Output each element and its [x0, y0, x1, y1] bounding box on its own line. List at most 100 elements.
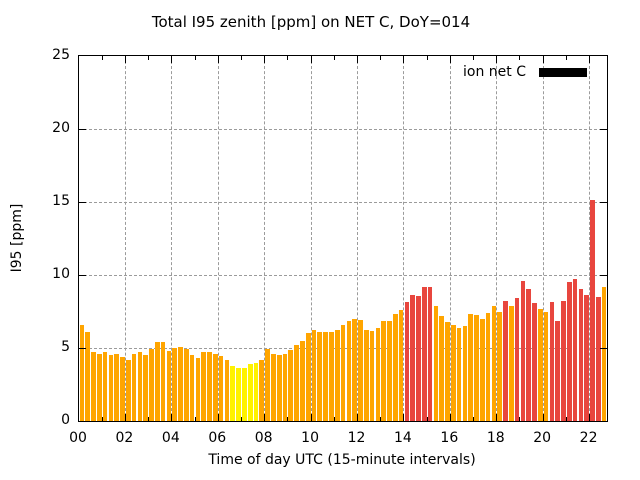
bar — [398, 310, 404, 421]
x-axis-label: Time of day UTC (15-minute intervals) — [208, 452, 476, 468]
bar — [497, 311, 502, 421]
x-tick-label: 22 — [579, 430, 598, 446]
bar — [433, 306, 439, 421]
x-tick — [287, 417, 289, 421]
x-tick — [473, 56, 475, 60]
bar — [520, 280, 526, 421]
bar — [207, 352, 212, 421]
bar — [416, 296, 421, 421]
x-tick-label: 06 — [208, 430, 227, 446]
x-tick — [426, 417, 428, 421]
x-tick — [148, 56, 150, 60]
bar — [508, 306, 514, 421]
bar — [387, 321, 392, 421]
bar — [334, 329, 340, 421]
bar — [462, 326, 468, 421]
bar — [352, 318, 357, 421]
bar — [242, 367, 247, 421]
x-gridline — [449, 56, 451, 421]
y-tick — [600, 128, 607, 130]
bar — [108, 355, 114, 421]
legend-swatch — [539, 67, 587, 77]
bar — [601, 287, 607, 421]
x-tick-label: 18 — [486, 430, 505, 446]
x-tick — [240, 56, 242, 60]
bar — [201, 352, 207, 421]
x-tick — [542, 56, 544, 63]
x-tick — [589, 56, 591, 63]
y-gridline — [79, 274, 607, 276]
x-tick-label: 14 — [394, 430, 412, 446]
x-tick — [194, 417, 196, 421]
bar — [172, 348, 178, 421]
x-tick — [124, 56, 126, 63]
y-tick-label: 25 — [52, 47, 70, 63]
y-tick-label: 10 — [52, 266, 70, 282]
y-gridline — [79, 201, 607, 203]
x-tick — [171, 414, 173, 421]
x-tick — [101, 417, 103, 421]
bar — [247, 364, 253, 421]
bar — [456, 327, 462, 421]
x-tick — [171, 56, 173, 63]
x-tick — [310, 56, 312, 63]
bar — [491, 305, 497, 421]
bar — [317, 331, 323, 421]
bar — [178, 346, 183, 421]
bar — [555, 321, 561, 421]
bar — [340, 325, 346, 421]
bar — [369, 331, 375, 421]
bar — [375, 327, 381, 421]
bar — [543, 312, 549, 421]
bar — [131, 353, 137, 421]
bar — [155, 342, 160, 421]
bar — [503, 301, 508, 421]
x-gridline — [589, 56, 591, 421]
bar — [91, 352, 96, 421]
bar — [363, 330, 369, 421]
bar — [97, 353, 102, 421]
bar — [450, 325, 456, 421]
bar — [439, 315, 444, 421]
bar — [189, 355, 195, 421]
bar — [294, 345, 299, 421]
bar — [572, 278, 578, 421]
bar — [421, 286, 427, 421]
x-tick-label: 20 — [533, 430, 552, 446]
bar — [329, 331, 334, 421]
y-axis-label: I95 [ppm] — [9, 203, 25, 273]
x-tick — [589, 414, 591, 421]
bar — [288, 350, 294, 421]
x-gridline — [496, 56, 498, 421]
chart-title: Total I95 zenith [ppm] on NET C, DoY=014 — [151, 13, 471, 31]
x-tick-label: 10 — [301, 430, 319, 446]
x-tick — [264, 56, 266, 63]
bar — [265, 349, 270, 421]
y-tick-label: 20 — [52, 120, 70, 136]
bar — [218, 356, 224, 421]
bar — [85, 331, 91, 421]
y-tick — [79, 347, 86, 349]
x-gridline — [264, 56, 266, 421]
bar — [126, 359, 131, 421]
bar — [166, 350, 172, 421]
x-tick — [496, 414, 498, 421]
x-tick — [519, 56, 521, 60]
bar — [584, 295, 590, 421]
bar — [276, 355, 282, 421]
bar — [346, 321, 352, 421]
x-tick — [473, 417, 475, 421]
bar — [404, 302, 410, 421]
bar — [532, 302, 537, 421]
bar — [282, 353, 288, 421]
x-tick — [101, 56, 103, 60]
legend: ion net C — [463, 64, 587, 80]
y-tick-label: 15 — [52, 193, 70, 209]
bar — [195, 358, 201, 421]
bar — [160, 342, 166, 421]
x-gridline — [171, 56, 173, 421]
bar — [474, 315, 479, 421]
bar — [526, 288, 531, 421]
bar — [224, 360, 230, 421]
